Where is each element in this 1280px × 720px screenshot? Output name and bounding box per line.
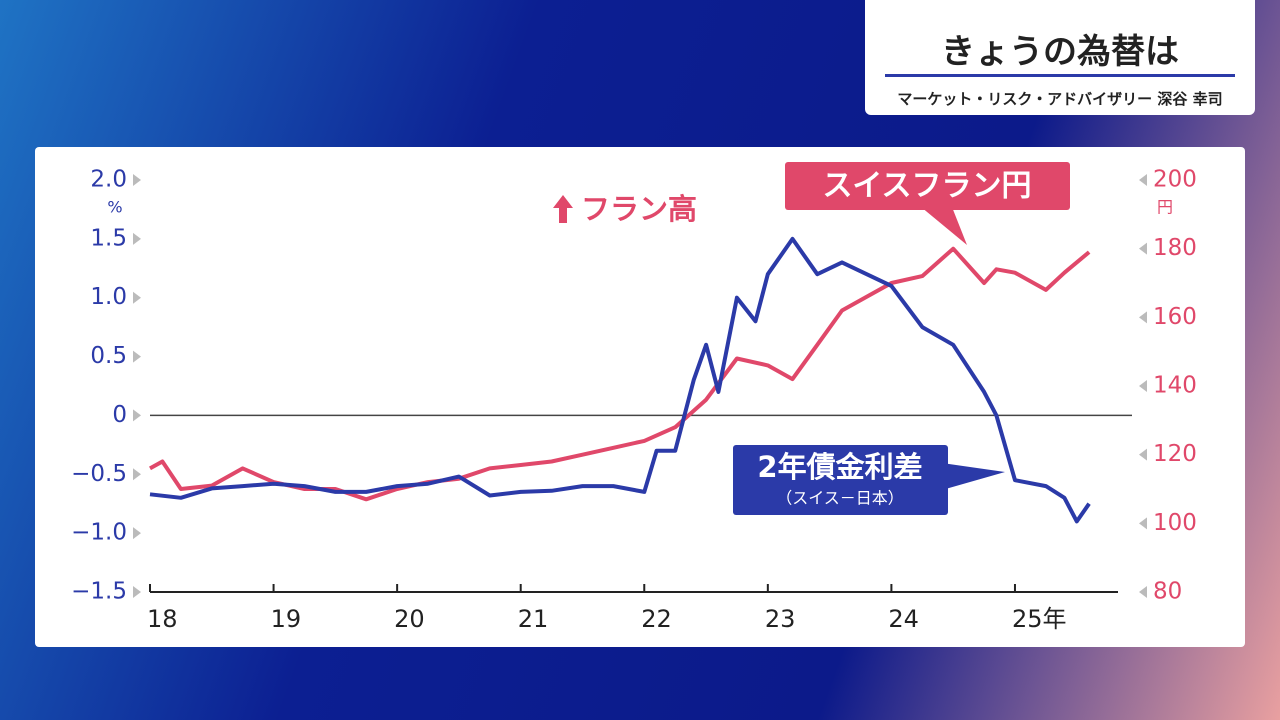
chart-card: 18 19 20 21 22 23 24 25年 −1.5 −1.0 −0.5 0 0.5 1.0 1.5 2… <box>35 147 1245 647</box>
series-line <box>149 236 1091 524</box>
y2-tick <box>1139 448 1147 461</box>
y2-tick-label: 200 <box>1153 167 1197 193</box>
y-tick <box>133 409 141 422</box>
y2-tick-label: 140 <box>1153 373 1197 399</box>
y-tick-label: 0 <box>112 402 127 428</box>
y2-tick-label: 100 <box>1153 510 1197 536</box>
y2-tick <box>1139 586 1147 598</box>
up-arrow <box>553 195 573 223</box>
y2-tick <box>1139 242 1147 255</box>
y-tick <box>133 232 141 245</box>
x-tick-label: 24 <box>888 605 919 633</box>
header-rule <box>885 74 1235 77</box>
y2-tick <box>1139 311 1147 324</box>
x-tick-label: 20 <box>394 605 425 633</box>
x-tick-label: 23 <box>765 605 796 633</box>
x-tick-label: 22 <box>641 605 672 633</box>
legend-label: スイスフラン円 <box>822 169 1031 204</box>
legend-label: 2年債金利差 <box>757 450 922 484</box>
callout-box <box>733 445 948 515</box>
callout-pointer <box>935 462 1005 492</box>
y-tick <box>133 350 141 363</box>
legend-note: （スイス－日本） <box>776 489 904 508</box>
y2-tick-label: 160 <box>1153 304 1197 330</box>
annotation: フラン高 <box>581 192 697 226</box>
callout-box <box>785 162 1070 210</box>
y-tick <box>133 527 141 540</box>
y2-tick-label: 180 <box>1153 235 1197 261</box>
header-title: きょうの為替は <box>941 32 1179 72</box>
callout-pointer <box>915 202 967 245</box>
y-tick <box>133 586 141 598</box>
y2-unit: 円 <box>1157 198 1173 217</box>
y2-tick <box>1139 174 1147 186</box>
y2-tick <box>1139 380 1147 392</box>
y2-tick-label: 120 <box>1153 441 1197 467</box>
y-unit: % <box>107 198 122 217</box>
y-tick-label: 1.5 <box>90 225 127 251</box>
header-subtitle: マーケット・リスク・アドバイザリー 深谷 幸司 <box>897 90 1223 108</box>
x-tick-label: 18 <box>147 605 178 633</box>
legend-item: 2年債金利差 （スイス－日本） <box>733 445 1005 515</box>
legend-item: スイスフラン円 <box>785 162 1070 245</box>
y-tick-label: −0.5 <box>71 461 127 487</box>
x-tick-label: 25年 <box>1012 605 1067 633</box>
header: きょうの為替は マーケット・リスク・アドバイザリー 深谷 幸司 <box>865 0 1255 115</box>
chart: 18 19 20 21 22 23 24 25年 −1.5 −1.0 −0.5 0 0.5 1.0 1.5 2… <box>71 162 1197 633</box>
y-tick <box>133 291 141 304</box>
x-tick-label: 19 <box>271 605 302 633</box>
series-line <box>149 246 1091 502</box>
y2-tick <box>1139 517 1147 530</box>
y-tick-label: 1.0 <box>90 284 127 310</box>
y-tick-label: −1.5 <box>71 579 127 605</box>
y-tick-label: 2.0 <box>90 167 127 193</box>
y2-tick-label: 80 <box>1153 579 1182 605</box>
y-tick-label: 0.5 <box>90 343 127 369</box>
x-tick-label: 21 <box>518 605 549 633</box>
y-tick-label: −1.0 <box>71 520 127 546</box>
y-tick <box>133 174 141 186</box>
y-tick <box>133 468 141 481</box>
